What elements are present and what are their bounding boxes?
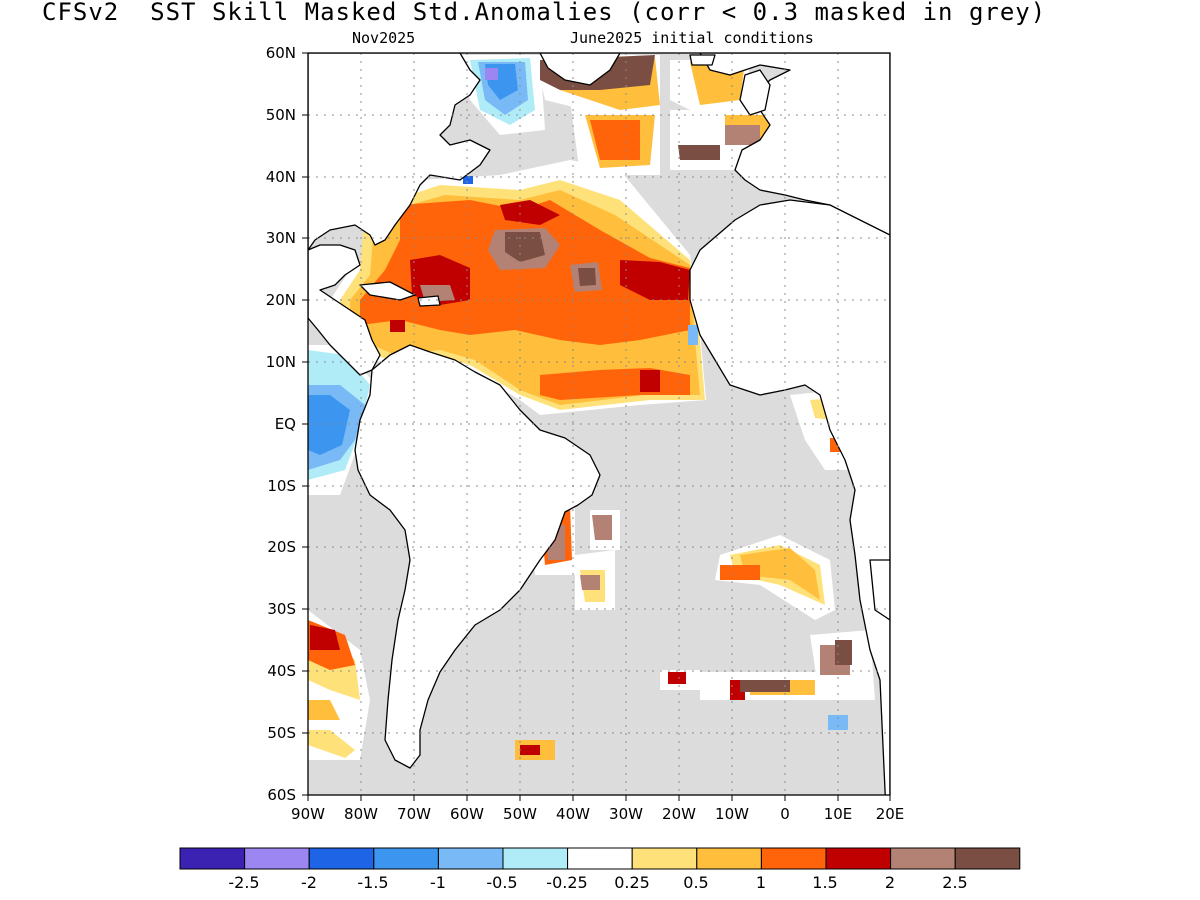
lat-label: 40N — [266, 168, 296, 186]
lon-label: 40W — [556, 805, 590, 823]
chart-title: CFSv2 SST Skill Masked Std.Anomalies (co… — [42, 0, 1047, 26]
colorbar-swatch — [567, 847, 633, 870]
colorbar-swatch — [890, 847, 956, 870]
colorbar-label: 2.5 — [942, 873, 967, 892]
lon-label: 0 — [780, 805, 790, 823]
grid-lines — [308, 53, 890, 795]
colorbar-swatch — [244, 847, 310, 870]
colorbar-swatch — [179, 847, 246, 870]
lat-label: 60N — [266, 44, 296, 62]
colorbar-label: -1.5 — [357, 873, 388, 892]
colorbar-swatch — [502, 847, 569, 870]
colorbar-swatch — [631, 847, 698, 870]
lat-label: 60S — [267, 786, 296, 804]
colorbar-label: 0.5 — [683, 873, 708, 892]
latitude-labels: 60N 50N 40N 30N 20N 10N EQ 10S 20S 30S 4… — [266, 44, 296, 804]
lon-label: 60W — [450, 805, 484, 823]
initial-conditions-label: June2025 initial conditions — [570, 29, 814, 47]
colorbar-label: 0.25 — [614, 873, 650, 892]
colorbar-label: -1 — [430, 873, 446, 892]
lat-label: EQ — [275, 415, 296, 433]
colorbar-swatch — [825, 847, 892, 870]
lat-label: 20N — [266, 291, 296, 309]
lon-label: 20W — [662, 805, 696, 823]
lon-label: 10E — [824, 805, 853, 823]
lon-label: 30W — [609, 805, 643, 823]
colorbar-swatch — [308, 847, 375, 870]
colorbar-label: -0.25 — [546, 873, 587, 892]
longitude-labels: 90W 80W 70W 60W 50W 40W 30W 20W 10W 0 10… — [291, 805, 904, 823]
lon-label: 70W — [397, 805, 431, 823]
lat-label: 30N — [266, 229, 296, 247]
lat-label: 10N — [266, 353, 296, 371]
colorbar-swatch — [437, 847, 504, 870]
lat-label: 40S — [267, 662, 296, 680]
colorbar-swatch — [760, 847, 827, 870]
colorbar-label: -2.5 — [228, 873, 259, 892]
colorbar-swatch — [954, 847, 1021, 870]
lon-label: 80W — [344, 805, 378, 823]
lat-label: 30S — [267, 600, 296, 618]
colorbar-label: -0.5 — [486, 873, 517, 892]
land-masses — [308, 53, 890, 795]
lat-label: 10S — [267, 477, 296, 495]
forecast-month-label: Nov2025 — [352, 29, 416, 47]
colorbar-label: 2 — [885, 873, 895, 892]
colorbar-swatch — [696, 847, 762, 870]
colorbar-label: 1.5 — [812, 873, 837, 892]
lon-label: 50W — [503, 805, 537, 823]
lon-label: 90W — [291, 805, 325, 823]
colorbar-label: 1 — [756, 873, 766, 892]
tick-marks — [302, 52, 891, 801]
lon-label: 10W — [715, 805, 749, 823]
colorbar-swatch — [373, 847, 439, 870]
lat-label: 20S — [267, 538, 296, 556]
lat-label: 50N — [266, 106, 296, 124]
lon-label: 20E — [876, 805, 905, 823]
colorbar-label: -2 — [301, 873, 317, 892]
lat-label: 50S — [267, 724, 296, 742]
colorbar: -2.5 -2 -1.5 -1 -0.5 -0.25 0.25 0.5 1 1.… — [179, 847, 1021, 892]
